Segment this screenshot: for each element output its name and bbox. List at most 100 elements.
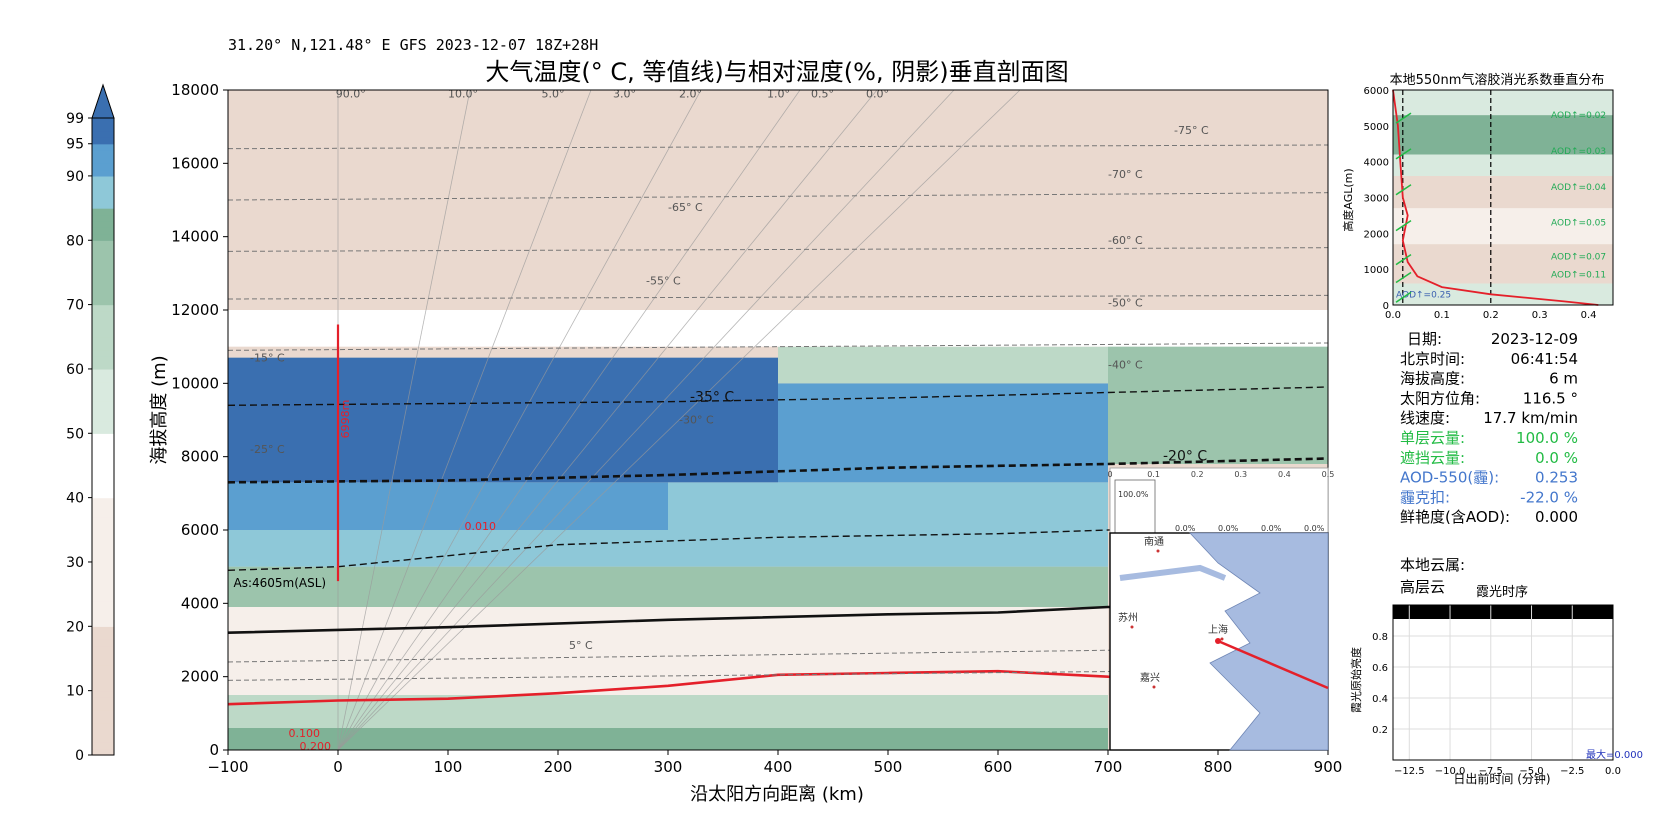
sun-angle-line [337,89,878,751]
contour-label: 0.200 [300,740,332,753]
colorbar-frame [91,117,115,756]
colorbar-segment [92,220,114,228]
colorbar-tick-label: 99 [66,111,84,127]
aerosol-x-tick-label: 0.1 [1434,310,1450,321]
colorbar-segment [92,195,114,203]
info-label: 鲜艳度(含AOD): [1400,508,1510,526]
aerosol-humidity-band [1393,208,1613,245]
colorbar-segment [92,259,114,267]
sun-angle-line [337,89,592,751]
glow-chart-title: 霞光时序 [1476,585,1528,600]
sun-angle-line [337,89,801,751]
contour-label: 10.0° [448,87,478,100]
y-tick-label: 0 [209,741,219,759]
humidity-band [228,90,1328,310]
info-value: 0.253 [1535,469,1578,487]
y-tick-label: 4000 [181,594,219,612]
aod-label: AOD↑=0.02 [1551,111,1606,121]
glow-x-tick-label: −2.5 [1560,766,1584,777]
aerosol-humidity-band [1393,244,1613,284]
colorbar-segment [92,742,114,750]
cloud-type-value: 高层云 [1400,578,1445,596]
aod-label: AOD↑=0.25 [1396,290,1451,300]
contour-label: -30° C [679,414,714,427]
colorbar-tick-label: 10 [66,684,84,700]
humidity-band [1108,339,1328,464]
colorbar-segment [92,233,114,241]
isotherm-line [227,605,1328,634]
humidity-band [228,728,1108,750]
colorbar-segment [92,381,114,389]
contour-label: -60° C [1108,234,1143,247]
colorbar-segment [92,703,114,711]
aerosol-x-tick-label: 0.2 [1483,310,1499,321]
inset-map: 0 0.1 0.2 0.3 0.4 0.5 100.0% 0.0% 0.0% 0.0% 0.0% 南通… [1107,467,1334,751]
contour-label: -55° C [646,274,681,287]
x-tick-label: 800 [1204,758,1233,776]
glow-y-tick-label: 0.2 [1372,725,1388,736]
colorbar-segment [92,439,114,447]
cover-value: 0.0% [1175,524,1196,533]
colorbar-segment [92,574,114,582]
humidity-band [228,310,1328,347]
aerosol-chart: AOD↑=0.02 AOD↑=0.03 AOD↑=0.04 AOD↑=0.05 AOD↑… [1364,86,1614,321]
colorbar-segment [92,349,114,357]
contour-label: 1.0° [767,87,790,100]
colorbar-segment [92,652,114,660]
humidity-band [228,357,778,483]
humidity-band [228,530,1108,567]
y-tick-label: 16000 [171,154,219,172]
contour-label: -25° C [250,443,285,456]
cover-value: 0.0% [1218,524,1239,533]
colorbar-tick-label: 40 [66,491,84,507]
colorbar-segment [92,311,114,319]
city-dot [1130,625,1134,629]
x-tick-label: −100 [207,758,248,776]
colorbar-segment [92,709,114,717]
isotherm-label: -35° C [690,390,734,406]
aerosol-humidity-band [1393,154,1613,176]
colorbar-segment [92,748,114,756]
aerosol-y-axis-label: 高度AGL(m) [1341,168,1355,231]
colorbar-segment [92,330,114,338]
colorbar-segment [92,542,114,550]
colorbar-segment [92,130,114,138]
colorbar-segment [92,639,114,647]
cover-label: 100.0% [1118,490,1149,499]
colorbar-segment [92,568,114,576]
colorbar-segment [92,401,114,409]
sun-angle-line [337,89,471,751]
colorbar-segment [92,671,114,679]
city-dot [1220,637,1224,641]
info-value: 116.5 ° [1523,389,1578,407]
colorbar-segment [92,420,114,428]
isotherm-label: -20° C [1163,448,1207,464]
colorbar-segment [92,716,114,724]
aod-marker [1395,271,1412,284]
contour-label: -70° C [1108,168,1143,181]
colorbar-segment [92,459,114,467]
colorbar-segment [92,368,114,376]
humidity-band [778,346,1108,384]
info-value: -22.0 % [1520,488,1578,506]
colorbar-segment [92,323,114,331]
colorbar-segment [92,433,114,441]
contour-label: 0.0° [866,87,889,100]
colorbar-segment [92,607,114,615]
colorbar-segment [92,729,114,737]
colorbar-segment [92,523,114,531]
isotherm-line-thin [227,192,1329,201]
y-tick-label: 6000 [181,521,219,539]
colorbar-segment [92,626,114,634]
info-value: 2023-12-09 [1491,330,1578,348]
info-value: 0.000 [1535,508,1578,526]
colorbar-segment [92,555,114,563]
colorbar-segment [92,201,114,209]
y-tick-label: 18000 [171,81,219,99]
contour-label: 0.100 [289,727,321,740]
isotherm-line-thin [227,342,1329,351]
glow-y-tick-label: 0.6 [1372,663,1388,674]
glow-frame [1392,604,1614,761]
aod-label: AOD↑=0.05 [1551,219,1606,229]
